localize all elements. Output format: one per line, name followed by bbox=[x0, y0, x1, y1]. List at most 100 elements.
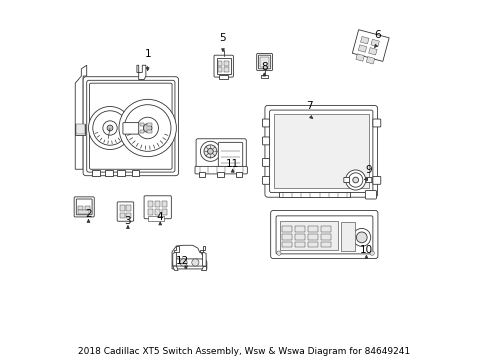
Polygon shape bbox=[360, 36, 368, 44]
Polygon shape bbox=[172, 245, 206, 269]
Circle shape bbox=[119, 99, 176, 157]
Bar bbox=[340, 222, 354, 251]
Bar bbox=[147, 123, 151, 126]
FancyBboxPatch shape bbox=[262, 176, 269, 184]
FancyBboxPatch shape bbox=[195, 166, 247, 174]
Bar bbox=[120, 213, 124, 219]
FancyBboxPatch shape bbox=[83, 77, 178, 176]
Bar bbox=[198, 172, 204, 177]
Bar bbox=[126, 206, 131, 211]
Bar bbox=[76, 125, 84, 134]
Bar bbox=[320, 242, 330, 247]
Bar bbox=[155, 209, 160, 215]
Text: 5: 5 bbox=[219, 33, 226, 43]
FancyBboxPatch shape bbox=[262, 137, 269, 145]
Bar bbox=[261, 75, 267, 78]
Bar bbox=[131, 170, 139, 176]
Circle shape bbox=[369, 251, 373, 255]
Text: 6: 6 bbox=[373, 30, 380, 40]
FancyBboxPatch shape bbox=[196, 139, 246, 171]
Bar bbox=[84, 206, 89, 211]
Bar bbox=[78, 206, 83, 211]
Bar bbox=[217, 172, 223, 177]
FancyBboxPatch shape bbox=[372, 119, 380, 127]
Text: 4: 4 bbox=[157, 212, 163, 222]
FancyBboxPatch shape bbox=[258, 55, 270, 69]
Circle shape bbox=[137, 117, 158, 139]
Bar bbox=[320, 226, 330, 231]
Bar bbox=[217, 61, 222, 66]
Text: 7: 7 bbox=[305, 101, 312, 111]
Bar bbox=[282, 242, 292, 247]
Text: 2: 2 bbox=[85, 209, 92, 219]
Polygon shape bbox=[370, 39, 379, 47]
FancyBboxPatch shape bbox=[276, 216, 372, 254]
Bar bbox=[307, 234, 317, 239]
FancyBboxPatch shape bbox=[86, 80, 175, 172]
Text: 10: 10 bbox=[359, 245, 372, 255]
Text: 12: 12 bbox=[176, 256, 189, 266]
Bar bbox=[126, 213, 131, 219]
FancyBboxPatch shape bbox=[76, 199, 92, 215]
FancyBboxPatch shape bbox=[117, 202, 133, 221]
Polygon shape bbox=[75, 65, 86, 169]
Circle shape bbox=[276, 251, 281, 255]
Polygon shape bbox=[355, 54, 364, 61]
Bar bbox=[75, 124, 85, 135]
Bar bbox=[294, 234, 305, 239]
Bar bbox=[282, 234, 292, 239]
Polygon shape bbox=[172, 252, 176, 266]
Polygon shape bbox=[200, 246, 204, 252]
Circle shape bbox=[352, 177, 358, 183]
Circle shape bbox=[352, 228, 370, 246]
Bar bbox=[217, 67, 222, 72]
Circle shape bbox=[191, 259, 199, 266]
Circle shape bbox=[348, 173, 362, 187]
Bar bbox=[294, 242, 305, 247]
FancyBboxPatch shape bbox=[262, 158, 269, 166]
Bar bbox=[147, 216, 163, 221]
FancyBboxPatch shape bbox=[256, 53, 272, 71]
Circle shape bbox=[93, 111, 127, 145]
Circle shape bbox=[345, 170, 365, 190]
Bar bbox=[147, 130, 151, 133]
Bar bbox=[78, 211, 89, 214]
Bar bbox=[307, 242, 317, 247]
Polygon shape bbox=[172, 259, 206, 266]
Polygon shape bbox=[174, 246, 178, 252]
FancyBboxPatch shape bbox=[218, 142, 242, 167]
Circle shape bbox=[180, 259, 187, 266]
Bar bbox=[235, 172, 242, 177]
Bar bbox=[307, 226, 317, 231]
FancyBboxPatch shape bbox=[269, 110, 372, 193]
Circle shape bbox=[88, 107, 131, 149]
Text: 8: 8 bbox=[261, 62, 267, 72]
Bar bbox=[224, 67, 228, 72]
Bar bbox=[260, 57, 269, 67]
Polygon shape bbox=[358, 45, 366, 52]
Circle shape bbox=[356, 232, 366, 243]
Bar bbox=[294, 226, 305, 231]
FancyBboxPatch shape bbox=[144, 196, 171, 219]
Bar bbox=[162, 209, 167, 215]
FancyBboxPatch shape bbox=[372, 176, 380, 184]
Bar bbox=[219, 75, 228, 79]
Bar bbox=[278, 192, 349, 197]
Bar bbox=[120, 206, 124, 211]
Bar bbox=[140, 123, 144, 126]
FancyBboxPatch shape bbox=[74, 197, 94, 217]
Polygon shape bbox=[172, 266, 178, 270]
FancyBboxPatch shape bbox=[343, 177, 349, 183]
Text: 11: 11 bbox=[225, 158, 239, 168]
Polygon shape bbox=[368, 48, 376, 55]
Circle shape bbox=[203, 145, 217, 158]
FancyBboxPatch shape bbox=[122, 123, 139, 134]
Bar bbox=[147, 209, 153, 215]
Bar bbox=[320, 234, 330, 239]
Circle shape bbox=[124, 105, 171, 151]
FancyBboxPatch shape bbox=[365, 190, 376, 199]
Bar bbox=[224, 61, 228, 66]
Bar bbox=[104, 170, 112, 176]
Text: 3: 3 bbox=[124, 216, 131, 226]
Bar bbox=[155, 201, 160, 207]
